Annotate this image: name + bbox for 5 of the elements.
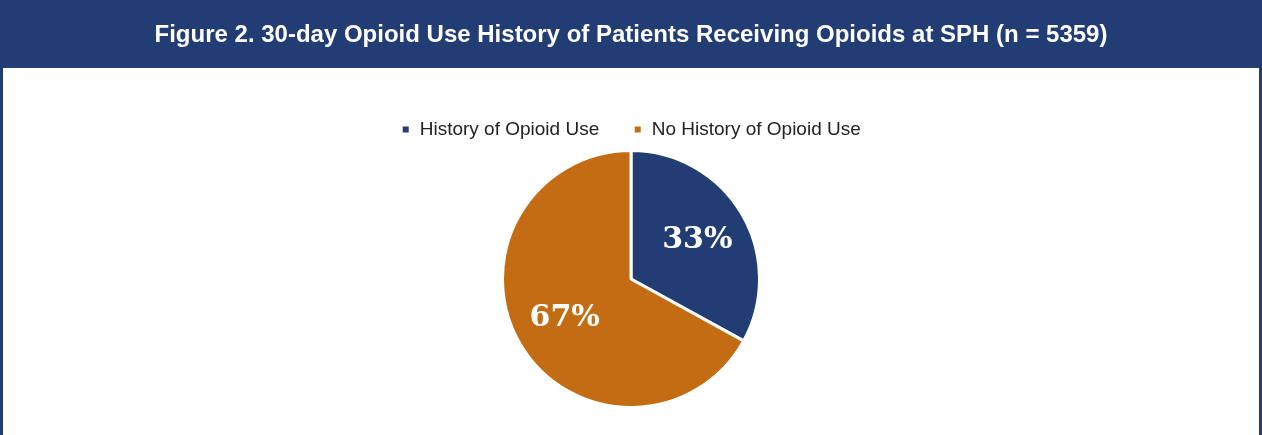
legend-label: No History of Opioid Use [651,117,861,139]
data-label: 33% [662,219,733,255]
data-label: 67% [529,298,600,334]
legend-label: History of Opioid Use [419,117,600,139]
chart-title: Figure 2. 30-day Opioid Use History of Patients Receiving Opioids at SPH (n = 5359) [3,0,1259,68]
